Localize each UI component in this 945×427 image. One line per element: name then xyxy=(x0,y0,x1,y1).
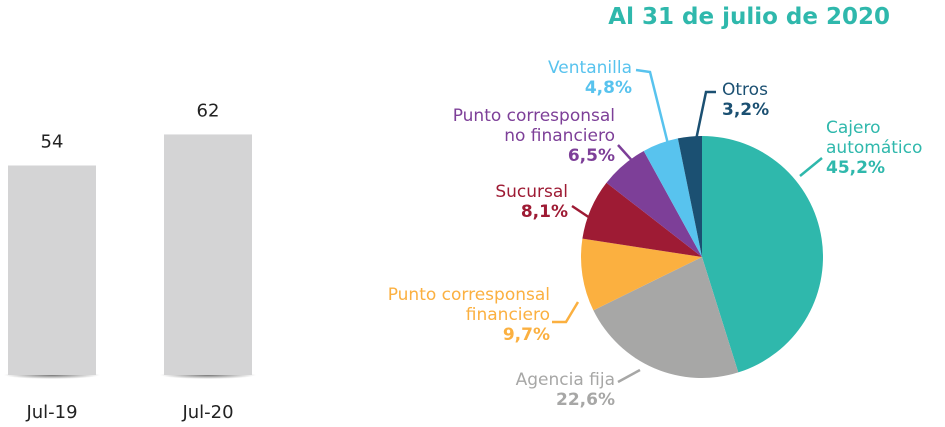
category-label: Cajero automático xyxy=(826,118,923,158)
value-label: 8,1% xyxy=(520,202,568,222)
slice-label: Cajero automático 45,2% xyxy=(826,118,922,178)
leader-line xyxy=(799,157,823,177)
value-label: 45,2% xyxy=(826,158,885,178)
value-label: 54 xyxy=(41,131,64,152)
category-label: Punto corresponsal financiero xyxy=(387,285,550,325)
category-label: Agencia fija xyxy=(515,370,615,390)
category-label: Punto corresponsal no financiero xyxy=(452,106,615,146)
category-label: Sucursal xyxy=(495,182,568,202)
leader-lines xyxy=(552,68,823,384)
slice-label: Agencia fija 22,6% xyxy=(516,370,615,410)
leader-line xyxy=(552,301,580,324)
pie-slice xyxy=(582,182,702,257)
value-label: 9,7% xyxy=(502,325,550,345)
value-label: 4,8% xyxy=(584,78,632,98)
value-label: 22,6% xyxy=(556,390,615,410)
leader-line xyxy=(617,368,641,384)
pie-slice xyxy=(702,136,823,373)
leader-line xyxy=(694,90,716,141)
value-label: 62 xyxy=(197,100,220,121)
pie-slice xyxy=(581,238,702,311)
pie-slice xyxy=(677,136,702,257)
pie-slice xyxy=(606,150,702,257)
slice-label: Sucursal 8,1% xyxy=(495,182,568,222)
slice-label: Punto corresponsal financiero 9,7% xyxy=(388,285,550,345)
category-label: Otros xyxy=(722,80,768,100)
category-label: Ventanilla xyxy=(548,58,632,78)
x-tick-label: Jul-20 xyxy=(181,402,233,423)
x-tick-label: Jul-19 xyxy=(25,402,77,423)
bar xyxy=(8,165,96,375)
slice-label: Punto corresponsal no financiero 6,5% xyxy=(453,106,615,166)
pie-slice xyxy=(643,138,702,257)
leader-line xyxy=(635,68,670,145)
chart-title: Al 31 de julio de 2020 xyxy=(608,4,890,30)
value-label: 3,2% xyxy=(722,100,770,120)
value-label: 6,5% xyxy=(567,146,615,166)
slice-label: Ventanilla 4,8% xyxy=(548,58,632,98)
pie-slice xyxy=(593,257,739,378)
slice-label: Otros 3,2% xyxy=(722,80,769,120)
bar xyxy=(164,134,252,375)
